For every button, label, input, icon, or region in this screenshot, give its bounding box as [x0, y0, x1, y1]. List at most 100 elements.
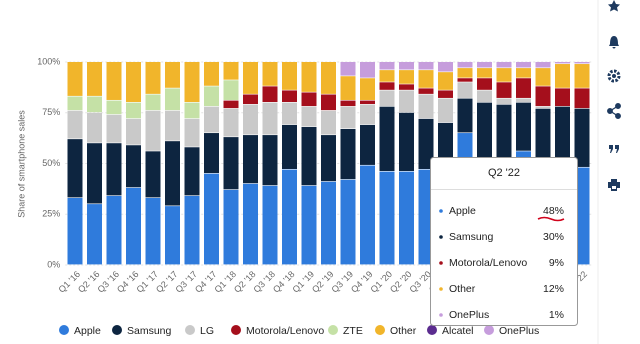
bar-segment	[223, 189, 239, 265]
bar-segment	[67, 198, 83, 265]
bar-segment	[67, 139, 83, 198]
bar-segment	[223, 62, 239, 80]
bar-segment	[204, 173, 219, 265]
bar-segment	[126, 145, 141, 188]
bar-segment	[438, 98, 453, 123]
bar-segment	[535, 106, 551, 109]
bar-segment	[535, 108, 551, 163]
bar-segment	[184, 118, 200, 147]
bar-segment	[535, 68, 551, 86]
bar-segment	[360, 62, 375, 78]
tooltip-value: 1%	[549, 309, 564, 321]
print-button[interactable]	[608, 179, 620, 191]
bar-segment	[379, 82, 395, 90]
bar-segment	[87, 112, 102, 143]
bar-segment	[106, 100, 122, 115]
bar-segment	[282, 124, 297, 169]
bar-segment	[477, 90, 492, 102]
bar-segment	[262, 102, 278, 135]
bar-segment	[204, 106, 219, 133]
bar-segment	[457, 62, 473, 68]
legend-label: OnePlus	[499, 325, 539, 337]
bar-segment	[243, 104, 258, 135]
bar-segment	[379, 171, 395, 265]
bar-segment	[360, 104, 375, 125]
notify-button[interactable]	[609, 36, 619, 49]
bar-segment	[301, 92, 317, 107]
bar-segment	[204, 86, 219, 107]
bar-segment	[418, 169, 434, 265]
legend-label: Motorola/Lenovo	[246, 325, 324, 337]
bar-segment	[340, 76, 356, 100]
bar-segment	[87, 62, 102, 96]
bar-segment	[321, 94, 336, 111]
bar-segment	[574, 108, 590, 167]
tooltip-name: Other	[449, 283, 476, 295]
bar-segment	[126, 102, 141, 119]
bar-segment	[87, 204, 102, 265]
bar-segment	[165, 88, 180, 111]
bar-segment	[399, 62, 414, 70]
legend-marker	[427, 325, 437, 335]
bar-segment	[516, 68, 531, 78]
bar-segment	[496, 104, 512, 159]
bar-segment	[184, 147, 200, 196]
bar-segment	[399, 112, 414, 172]
legend-marker	[375, 325, 385, 335]
bar-segment	[321, 135, 336, 182]
bar-segment	[418, 118, 434, 169]
cite-button[interactable]	[609, 145, 619, 153]
tooltip-value: 12%	[543, 283, 564, 295]
y-tick-label: 100%	[37, 56, 60, 66]
bar-segment	[145, 110, 161, 151]
settings-button[interactable]	[607, 69, 621, 83]
tooltip-name: Apple	[449, 205, 476, 217]
bar-segment	[106, 195, 122, 265]
favorite-button[interactable]	[608, 0, 620, 12]
legend-marker	[484, 325, 494, 335]
tooltip-title: Q2 '22	[488, 167, 520, 179]
y-tick-label: 75%	[42, 107, 60, 117]
bar-segment	[340, 100, 356, 107]
bar-segment	[321, 181, 336, 265]
tooltip-marker	[439, 209, 443, 213]
bar-segment	[184, 102, 200, 119]
bar-segment	[574, 64, 590, 88]
tooltip-marker	[439, 235, 443, 239]
bar-segment	[379, 62, 395, 70]
bar-segment	[106, 62, 122, 100]
share-button[interactable]	[607, 103, 621, 119]
bar-segment	[165, 141, 180, 206]
bar-segment	[282, 102, 297, 125]
legend-marker	[185, 325, 195, 335]
bar-segment	[516, 102, 531, 151]
bar-segment	[87, 96, 102, 113]
bar-segment	[360, 100, 375, 105]
y-tick-label: 0%	[47, 259, 60, 269]
legend-label: Samsung	[127, 325, 172, 337]
bar-segment	[535, 86, 551, 107]
bar-segment	[516, 98, 531, 102]
bar-segment	[282, 62, 297, 90]
bar-segment	[321, 110, 336, 135]
bar-segment	[477, 68, 492, 78]
tooltip-value: 9%	[549, 257, 564, 269]
bar-segment	[457, 82, 473, 98]
bar-segment	[555, 88, 570, 107]
bar-segment	[165, 62, 180, 88]
bar-segment	[438, 62, 453, 72]
bar-segment	[574, 167, 590, 265]
bar-segment	[223, 100, 239, 109]
bar-segment	[67, 62, 83, 96]
bar-segment	[106, 114, 122, 143]
bar-segment	[282, 169, 297, 265]
bar-segment	[477, 102, 492, 163]
bar-segment	[496, 68, 512, 82]
bar-segment	[399, 90, 414, 113]
underline	[537, 216, 565, 222]
bar-segment	[223, 137, 239, 190]
legend-label: ZTE	[343, 325, 363, 337]
bar-segment	[262, 185, 278, 265]
bar-segment	[496, 98, 512, 105]
